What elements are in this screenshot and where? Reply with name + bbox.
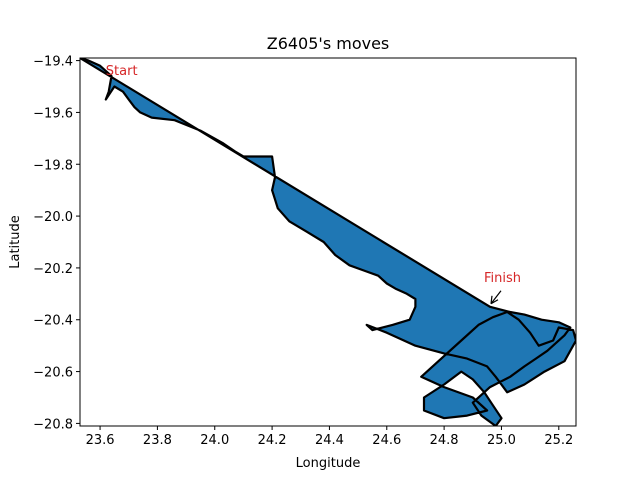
y-tick-label: −20.6 <box>33 366 73 381</box>
y-tick-label: −20.0 <box>33 210 73 225</box>
y-axis-label: Latitude <box>8 215 23 269</box>
x-axis: 23.6 23.8 24.0 24.2 24.4 24.6 24.8 25.0 25.2 <box>86 426 573 448</box>
x-tick-label: 24.4 <box>315 433 344 448</box>
x-tick-label: 24.8 <box>430 433 459 448</box>
x-tick-label: 23.6 <box>86 433 115 448</box>
start-annotation: Start <box>106 64 138 79</box>
y-tick-label: −19.4 <box>33 55 73 70</box>
track-fill-area <box>80 58 576 426</box>
chart-title: Z6405's moves <box>267 34 390 53</box>
finish-annotation: Finish <box>484 271 521 286</box>
x-axis-label: Longitude <box>296 456 361 471</box>
y-tick-label: −20.8 <box>33 417 73 432</box>
x-tick-label: 24.0 <box>200 433 229 448</box>
finish-arrow <box>490 290 502 305</box>
track-line <box>80 58 576 426</box>
y-tick-label: −19.8 <box>33 158 73 173</box>
x-tick-label: 25.2 <box>544 433 573 448</box>
y-tick-label: −20.2 <box>33 262 73 277</box>
annotations: Start Finish <box>106 64 521 305</box>
plot-area <box>80 58 576 426</box>
x-tick-label: 25.0 <box>487 433 516 448</box>
y-axis: −19.4 −19.6 −19.8 −20.0 −20.2 −20.4 −20.6 −20.8 <box>33 55 80 432</box>
y-tick-label: −19.6 <box>33 106 73 121</box>
x-tick-label: 23.8 <box>143 433 172 448</box>
x-tick-label: 24.6 <box>372 433 401 448</box>
x-tick-label: 24.2 <box>258 433 287 448</box>
plot-frame <box>79 57 577 427</box>
y-tick-label: −20.4 <box>33 314 73 329</box>
